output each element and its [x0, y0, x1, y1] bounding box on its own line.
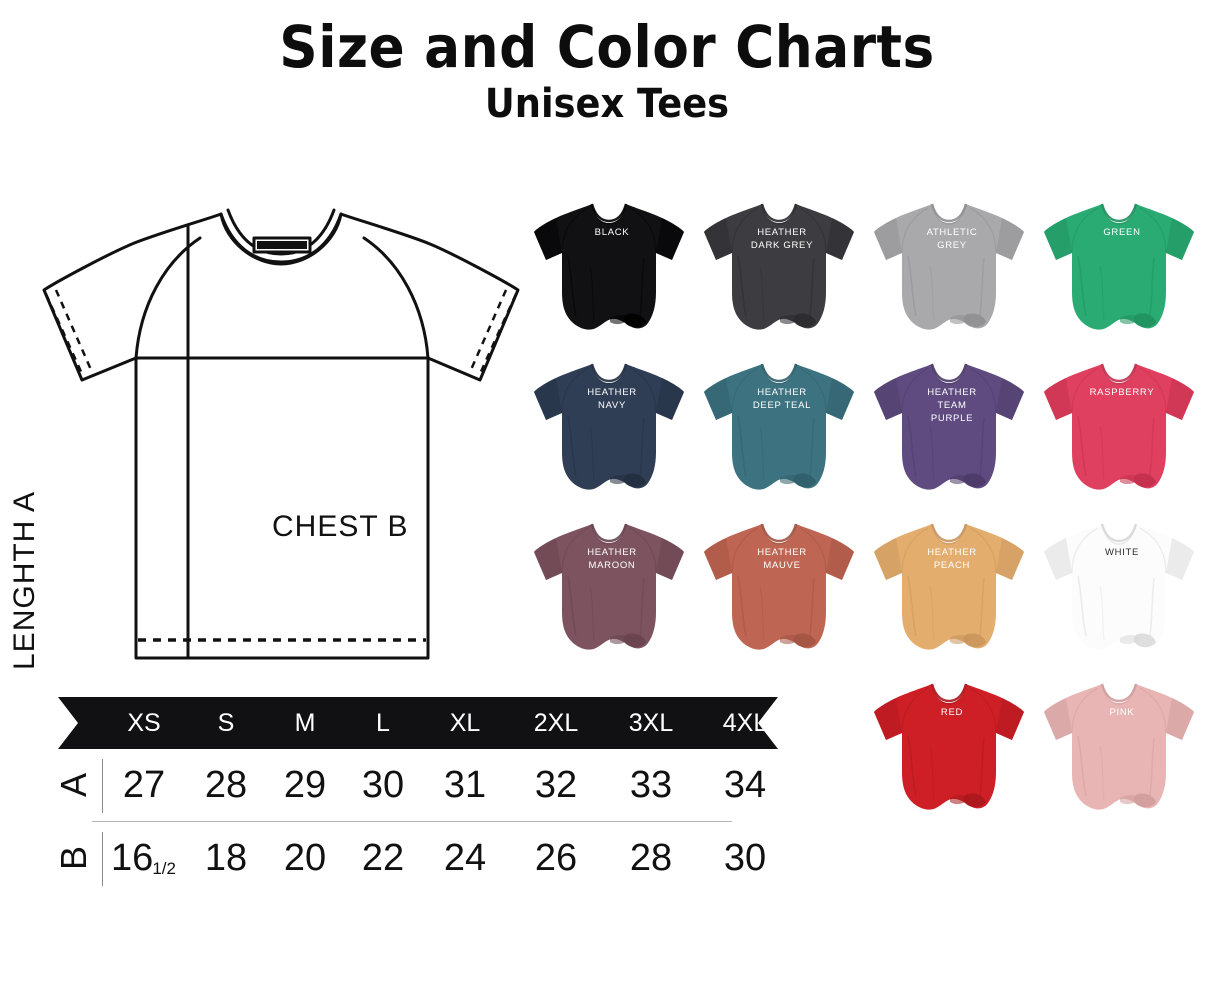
cell-b-3xl: 28 — [629, 836, 673, 879]
cell-b-xs-value: 16 — [111, 836, 154, 879]
cell-a-s: 28 — [204, 763, 248, 806]
color-swatch-row: BLACK HEATHER DARK GREY ATHLETIC GREY GREEN — [527, 188, 1207, 348]
tshirt-icon — [1042, 356, 1202, 506]
tshirt-icon — [702, 516, 862, 666]
cell-a-4xl: 34 — [723, 763, 767, 806]
color-swatch-heather-team-purple[interactable]: HEATHER TEAM PURPLE — [867, 348, 1037, 508]
cell-a-l: 30 — [361, 763, 405, 806]
cell-b-xs: 161/2 — [102, 837, 186, 880]
tshirt-icon — [1042, 196, 1202, 346]
tshirt-icon — [532, 196, 692, 346]
color-swatch-row: HEATHER MAROON HEATHER MAUVE HEATHER PEACH… — [527, 508, 1207, 668]
color-swatch-row: RED PINK — [527, 668, 1207, 828]
color-swatch-red[interactable]: RED — [867, 668, 1037, 828]
size-header-m: M — [294, 708, 316, 737]
size-header-s: S — [217, 708, 235, 737]
row-label-a-text: A — [53, 772, 95, 798]
cell-a-3xl: 33 — [629, 763, 673, 806]
tshirt-icon — [872, 516, 1032, 666]
size-banner: XS S M L XL 2XL 3XL 4XL — [58, 697, 778, 749]
cell-b-xl: 24 — [443, 836, 487, 879]
cell-b-4xl: 30 — [723, 836, 767, 879]
row-divider — [102, 832, 103, 886]
size-header-row: XS S M L XL 2XL 3XL 4XL — [58, 697, 778, 749]
color-swatch-heather-maroon[interactable]: HEATHER MAROON — [527, 508, 697, 668]
page-header: Size and Color Charts Unisex Tees — [0, 0, 1214, 124]
row-label-b: B — [53, 822, 102, 894]
measurement-diagram: CHEST B LENGHTH A — [8, 190, 526, 680]
color-swatch-heather-peach[interactable]: HEATHER PEACH — [867, 508, 1037, 668]
row-label-a: A — [53, 749, 102, 821]
color-swatch-heather-mauve[interactable]: HEATHER MAUVE — [697, 508, 867, 668]
size-table: XS S M L XL 2XL 3XL 4XL A 27 28 29 30 31… — [53, 697, 778, 894]
color-swatch-heather-dark-grey[interactable]: HEATHER DARK GREY — [697, 188, 867, 348]
cell-a-2xl: 32 — [534, 763, 578, 806]
diagram-length-label: LENGHTH A — [8, 490, 41, 670]
color-swatch-raspberry[interactable]: RASPBERRY — [1037, 348, 1207, 508]
cell-a-xs: 27 — [122, 763, 166, 806]
size-header-3xl: 3XL — [628, 708, 674, 737]
size-header-xs: XS — [127, 708, 161, 737]
cell-b-2xl: 26 — [534, 836, 578, 879]
cell-a-m: 29 — [283, 763, 327, 806]
tshirt-icon — [1042, 516, 1202, 666]
cell-a-xl: 31 — [443, 763, 487, 806]
row-divider — [102, 759, 103, 813]
table-divider — [92, 821, 732, 822]
size-header-4xl: 4XL — [722, 708, 768, 737]
tshirt-icon — [872, 356, 1032, 506]
color-swatch-heather-navy[interactable]: HEATHER NAVY — [527, 348, 697, 508]
color-swatch-athletic-grey[interactable]: ATHLETIC GREY — [867, 188, 1037, 348]
tshirt-icon — [532, 516, 692, 666]
page-title: Size and Color Charts — [279, 13, 935, 81]
color-swatch-green[interactable]: GREEN — [1037, 188, 1207, 348]
row-label-b-text: B — [53, 845, 95, 871]
table-row: B 161/2 18 20 22 24 26 28 30 — [53, 822, 778, 894]
tshirt-icon — [702, 356, 862, 506]
tshirt-outline-icon — [42, 208, 520, 660]
size-header-2xl: 2XL — [533, 708, 579, 737]
tshirt-icon — [872, 196, 1032, 346]
tshirt-icon — [702, 196, 862, 346]
color-swatch-heather-deep-teal[interactable]: HEATHER DEEP TEAL — [697, 348, 867, 508]
diagram-chest-label: CHEST B — [272, 510, 409, 543]
page-subtitle: Unisex Tees — [484, 81, 730, 127]
cell-b-xs-fraction: 1/2 — [152, 858, 176, 878]
size-header-l: L — [376, 708, 390, 737]
color-swatch-row: HEATHER NAVY HEATHER DEEP TEAL HEATHER TEA… — [527, 348, 1207, 508]
tshirt-icon — [532, 356, 692, 506]
size-header-xl: XL — [449, 708, 481, 737]
cell-b-s: 18 — [204, 836, 248, 879]
tshirt-icon — [1042, 676, 1202, 826]
cell-b-m: 20 — [283, 836, 327, 879]
color-swatch-grid: BLACK HEATHER DARK GREY ATHLETIC GREY GREEN… — [527, 188, 1207, 828]
tshirt-icon — [872, 676, 1032, 826]
color-swatch-black[interactable]: BLACK — [527, 188, 697, 348]
table-row: A 27 28 29 30 31 32 33 34 — [53, 749, 778, 821]
banner-ribbon-shape — [58, 697, 778, 749]
cell-b-l: 22 — [361, 836, 405, 879]
color-swatch-white[interactable]: WHITE — [1037, 508, 1207, 668]
color-swatch-pink[interactable]: PINK — [1037, 668, 1207, 828]
